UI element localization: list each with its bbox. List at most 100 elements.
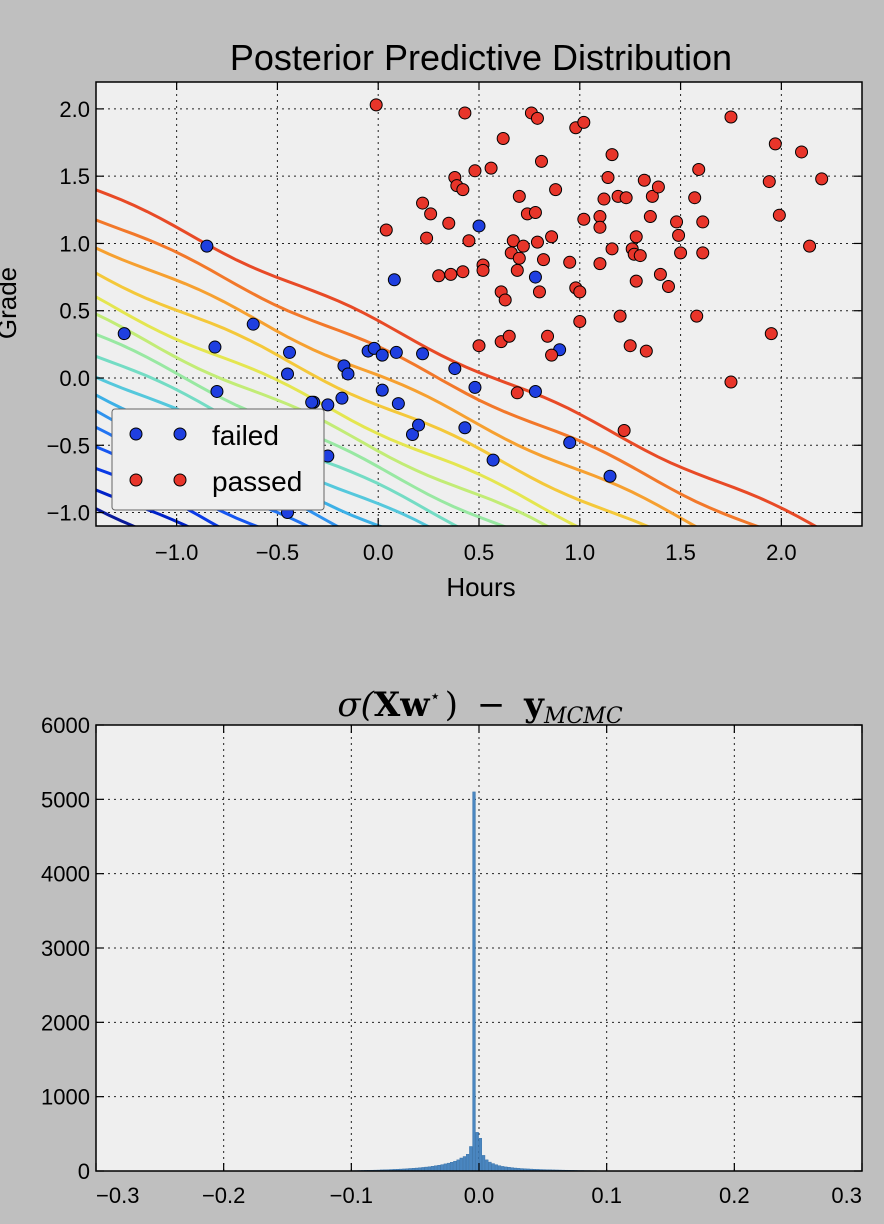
point-passed	[803, 239, 817, 253]
point-passed	[462, 234, 476, 248]
histogram-bar	[450, 1162, 454, 1171]
point-passed	[545, 230, 559, 244]
point-failed	[448, 362, 462, 376]
point-passed	[496, 132, 510, 146]
point-passed	[379, 223, 393, 237]
point-passed	[688, 191, 702, 205]
point-passed	[764, 327, 778, 341]
chart-title: Posterior Predictive Distribution	[230, 37, 732, 78]
point-failed	[335, 391, 349, 405]
contour-line	[96, 445, 261, 526]
legend-label-failed: failed	[212, 420, 279, 451]
y-tick-label: 0.5	[59, 299, 90, 324]
point-failed	[387, 273, 401, 287]
y-tick-label: 2.0	[59, 97, 90, 122]
histogram-bar	[526, 1168, 530, 1171]
title-minus: −	[477, 685, 506, 725]
point-failed	[305, 395, 319, 409]
point-passed	[629, 274, 643, 288]
point-failed	[283, 345, 297, 359]
histogram-bar	[491, 1163, 495, 1171]
histogram-bar	[472, 791, 476, 1171]
point-failed	[603, 469, 617, 483]
point-failed	[375, 348, 389, 362]
point-passed	[661, 280, 675, 294]
point-passed	[442, 216, 456, 230]
hist-x-tick-label: 0.0	[464, 1183, 495, 1208]
scatter-points	[117, 98, 829, 520]
point-passed	[468, 164, 482, 178]
point-passed	[674, 246, 688, 260]
point-passed	[528, 206, 542, 220]
x-tick-label: −1.0	[155, 540, 198, 565]
point-passed	[432, 269, 446, 283]
histogram-bar	[443, 1163, 447, 1171]
y-tick-label: −1.0	[47, 501, 90, 526]
hist-y-tick-label: 5000	[41, 787, 90, 812]
histogram-bar	[466, 1154, 470, 1171]
point-failed	[117, 327, 131, 341]
hist-x-tick-label: 0.2	[719, 1183, 750, 1208]
hist-x-tick-label: 0.3	[831, 1183, 862, 1208]
hist-y-tick-label: 0	[78, 1159, 90, 1184]
point-passed	[601, 171, 615, 185]
point-passed	[629, 230, 643, 244]
point-passed	[456, 265, 470, 279]
point-failed	[200, 239, 214, 253]
histogram-bar	[523, 1168, 527, 1171]
point-passed	[502, 329, 516, 343]
point-passed	[795, 145, 809, 159]
title-close: )	[445, 685, 458, 725]
histogram-bar	[497, 1165, 502, 1171]
contour-line	[96, 271, 651, 526]
histogram-bar	[434, 1165, 438, 1171]
hist-x-tick-label: −0.3	[96, 1183, 139, 1208]
point-passed	[696, 246, 710, 260]
y-tick-label: 1.5	[59, 164, 90, 189]
point-failed	[472, 219, 486, 233]
point-passed	[516, 239, 530, 253]
point-passed	[645, 189, 659, 203]
point-passed	[577, 212, 591, 226]
point-passed	[637, 173, 651, 187]
point-failed	[246, 317, 260, 331]
point-passed	[577, 115, 591, 129]
x-tick-label: −0.5	[256, 540, 299, 565]
point-failed	[528, 270, 542, 284]
point-passed	[512, 251, 526, 265]
point-failed	[391, 397, 405, 411]
histogram-bar	[529, 1168, 534, 1171]
point-passed	[573, 285, 587, 299]
histogram-bar	[510, 1167, 514, 1171]
x-tick-label: 0.5	[464, 540, 495, 565]
point-passed	[545, 348, 559, 362]
point-passed	[653, 267, 667, 281]
histogram-bar	[421, 1167, 425, 1171]
point-passed	[512, 189, 526, 203]
point-failed	[210, 384, 224, 398]
y-tick-labels: 2.0 1.5 1.0 0.5 0.0 −0.5 −1.0	[47, 97, 90, 526]
histogram-bar	[453, 1160, 457, 1171]
legend-item-passed: passed	[129, 466, 302, 497]
contour-line	[96, 312, 550, 526]
point-passed	[420, 231, 434, 245]
point-failed	[321, 398, 335, 412]
point-passed	[549, 183, 563, 197]
point-passed	[458, 106, 472, 120]
point-passed	[573, 314, 587, 328]
point-failed	[405, 428, 419, 442]
point-passed	[506, 234, 520, 248]
point-passed	[815, 172, 829, 186]
histogram-bar	[405, 1168, 409, 1171]
y-axis-label: Grade	[0, 267, 22, 339]
point-failed	[528, 384, 542, 398]
point-passed	[530, 111, 544, 125]
x-tick-labels: −1.0 −0.5 0.0 0.5 1.0 1.5 2.0	[155, 540, 797, 565]
hist-y-tick-label: 2000	[41, 1010, 90, 1035]
axis-ticks	[96, 82, 862, 526]
contour-line	[96, 295, 580, 526]
histogram-bar	[459, 1157, 463, 1171]
histogram-bar	[437, 1165, 441, 1171]
point-passed	[530, 235, 544, 249]
histogram-bar	[462, 1156, 467, 1171]
